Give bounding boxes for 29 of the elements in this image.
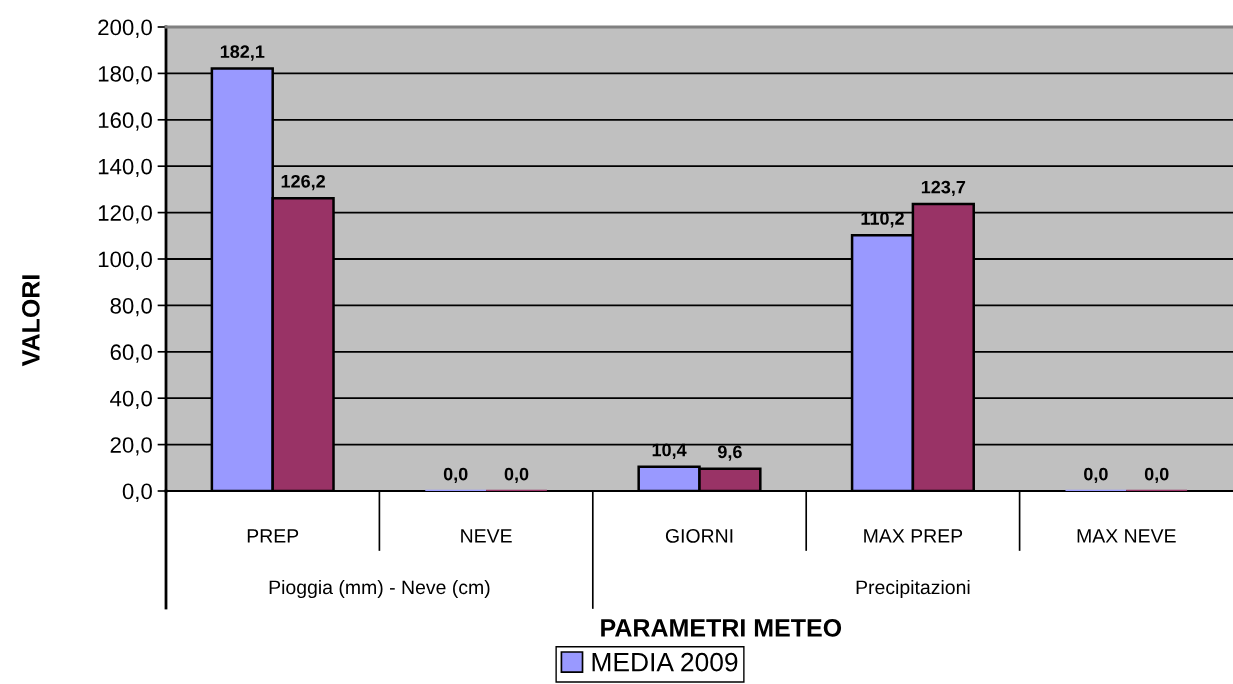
data-label: 9,6: [717, 445, 742, 461]
y-tick-label: 180,0: [98, 65, 152, 85]
text: Pioggia (mm) - Neve (cm): [269, 579, 490, 599]
x-tick-label: MAX PREP: [864, 529, 963, 543]
y-tick-label: 100,0: [98, 251, 152, 270]
y-tick-label: 120,0: [98, 205, 152, 224]
x-tick-label: PREP: [247, 529, 299, 543]
y-axis-title: VALORI: [22, 275, 40, 367]
y-tick-label: 40,0: [110, 390, 152, 410]
y-tick-label: 140,0: [98, 158, 152, 178]
data-label: 0,0: [443, 467, 468, 484]
x-tick-label: GIORNI: [665, 529, 733, 543]
text: Precipitazioni: [856, 579, 970, 599]
data-label: 126,2: [281, 174, 325, 191]
y-tick-label: 80,0: [110, 297, 152, 317]
x-tick-label: NEVE: [461, 529, 512, 543]
legend-label: MEDIA 2009: [592, 652, 738, 672]
x-tick-label: MAX NEVE: [1077, 529, 1176, 543]
y-tick-label: 160,0: [98, 112, 152, 131]
y-tick-label: 60,0: [110, 344, 152, 363]
x-axis-title: PARAMETRI METEO: [601, 619, 842, 637]
data-label: 0,0: [504, 467, 529, 484]
data-label: 0,0: [1084, 467, 1108, 484]
data-label: 0,0: [1144, 467, 1169, 484]
y-tick-label: 0,0: [122, 483, 152, 502]
data-label: 182,1: [220, 45, 265, 61]
y-tick-label: 20,0: [110, 437, 152, 456]
data-label: 123,7: [921, 180, 966, 197]
y-tick-label: 200,0: [98, 19, 152, 38]
